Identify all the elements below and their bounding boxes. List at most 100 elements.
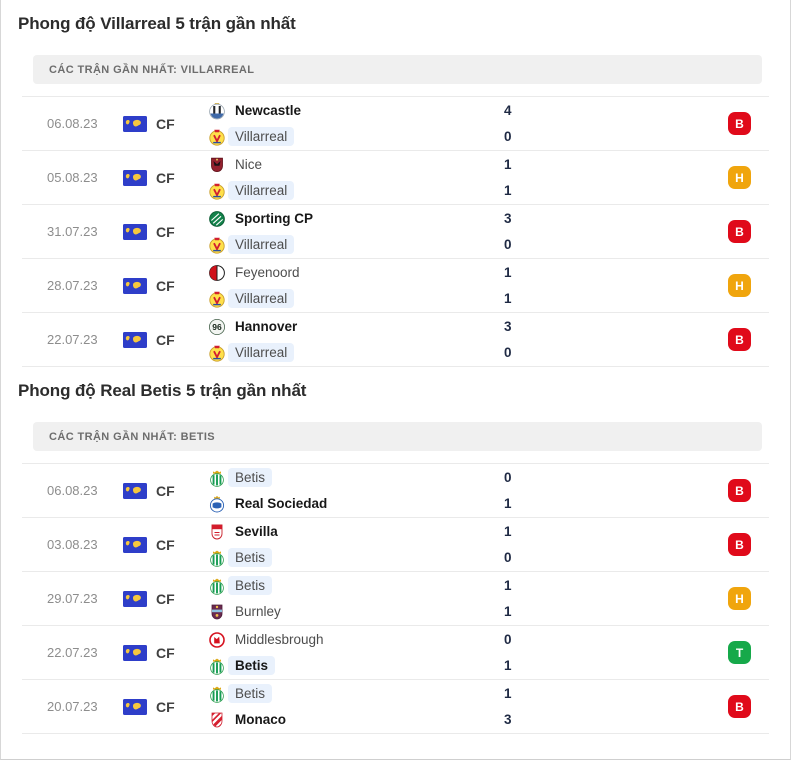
teams-cell: Betis Real Sociedad (208, 464, 504, 517)
betis-logo-icon (208, 685, 226, 703)
match-row[interactable]: 20.07.23 CF Betis Monaco 1 3 B (22, 680, 769, 734)
score-value: 0 (504, 237, 512, 252)
teams-cell: Betis Monaco (208, 680, 504, 733)
score-value: 0 (504, 470, 512, 485)
team-name[interactable]: Hannover (235, 319, 298, 334)
result-badge: B (728, 479, 751, 502)
team-name[interactable]: Villarreal (228, 235, 295, 254)
teams-cell: Sevilla Betis (208, 518, 504, 571)
competition-label: CF (156, 169, 175, 186)
team-line: Betis (208, 655, 504, 677)
club-friendly-flag-icon (123, 223, 147, 240)
match-date: 31.07.23 (47, 224, 98, 239)
team-name[interactable]: Betis (228, 656, 276, 675)
team-name[interactable]: Burnley (235, 604, 281, 619)
team-line: Villarreal (208, 234, 504, 256)
team-line: Betis (208, 467, 504, 489)
score-value: 1 (504, 658, 512, 673)
team-line: Sevilla (208, 521, 504, 543)
competition-label: CF (156, 277, 175, 294)
match-date: 22.07.23 (47, 645, 98, 660)
match-date: 29.07.23 (47, 591, 98, 606)
score-value: 1 (504, 291, 512, 306)
svg-text:96: 96 (212, 322, 222, 332)
section-title-betis: Phong độ Real Betis 5 trận gần nhất (18, 381, 307, 400)
score-value: 3 (504, 211, 512, 226)
competition-label: CF (156, 698, 175, 715)
teams-cell: Middlesbrough Betis (208, 626, 504, 679)
team-name[interactable]: Sevilla (235, 524, 278, 539)
match-row[interactable]: 06.08.23 CF Betis Real Sociedad 0 1 B (22, 464, 769, 518)
match-row[interactable]: 22.07.23 CF Middlesbrough Betis 0 1 T (22, 626, 769, 680)
match-date: 22.07.23 (47, 332, 98, 347)
hannover-logo-icon: 96 (208, 318, 226, 336)
betis-form-section: Phong độ Real Betis 5 trận gần nhất CÁC … (1, 381, 790, 734)
section-subheader-villarreal: CÁC TRẬN GẦN NHẤT: VILLARREAL (33, 55, 762, 84)
competition-cell: CF (123, 97, 208, 150)
team-name[interactable]: Betis (228, 684, 273, 703)
feyenoord-logo-icon (208, 264, 226, 282)
team-name[interactable]: Betis (228, 468, 273, 487)
match-row[interactable]: 28.07.23 CF Feyenoord Villarreal 1 1 H (22, 259, 769, 313)
match-row[interactable]: 29.07.23 CF Betis Burnley 1 1 H (22, 572, 769, 626)
team-line: Villarreal (208, 342, 504, 364)
match-date: 05.08.23 (47, 170, 98, 185)
club-friendly-flag-icon (123, 536, 147, 553)
competition-label: CF (156, 482, 175, 499)
score-value: 4 (504, 103, 512, 118)
result-badge-cell: B (728, 518, 751, 571)
betis-matches-table: 06.08.23 CF Betis Real Sociedad 0 1 B 03.08.23 C… (22, 463, 769, 734)
team-name[interactable]: Newcastle (235, 103, 302, 118)
score-value: 3 (504, 319, 512, 334)
competition-label: CF (156, 536, 175, 553)
club-friendly-flag-icon (123, 169, 147, 186)
result-badge: B (728, 220, 751, 243)
team-line: Feyenoord (208, 262, 504, 284)
match-row[interactable]: 03.08.23 CF Sevilla Betis 1 0 B (22, 518, 769, 572)
team-name[interactable]: Villarreal (228, 289, 295, 308)
score-value: 1 (504, 686, 512, 701)
teams-cell: Sporting CP Villarreal (208, 205, 504, 258)
villarreal-logo-icon (208, 236, 226, 254)
competition-label: CF (156, 115, 175, 132)
team-name[interactable]: Feyenoord (235, 265, 300, 280)
match-date: 06.08.23 (47, 116, 98, 131)
result-badge: B (728, 328, 751, 351)
score-value: 1 (504, 157, 512, 172)
result-badge: B (728, 112, 751, 135)
team-name[interactable]: Sporting CP (235, 211, 313, 226)
match-row[interactable]: 22.07.23 CF 96 Hannover Villarreal 3 0 B (22, 313, 769, 367)
team-name[interactable]: Monaco (235, 712, 287, 727)
result-badge-cell: B (728, 97, 751, 150)
betis-logo-icon (208, 549, 226, 567)
result-badge-cell: B (728, 464, 751, 517)
result-badge-cell: H (728, 572, 751, 625)
team-name[interactable]: Real Sociedad (235, 496, 328, 511)
match-row[interactable]: 06.08.23 CF Newcastle Villarreal 4 0 B (22, 97, 769, 151)
result-badge-cell: B (728, 205, 751, 258)
team-name[interactable]: Villarreal (228, 127, 295, 146)
team-name[interactable]: Villarreal (228, 343, 295, 362)
team-name[interactable]: Villarreal (228, 181, 295, 200)
result-badge: B (728, 695, 751, 718)
teams-cell: Newcastle Villarreal (208, 97, 504, 150)
competition-cell: CF (123, 259, 208, 312)
team-name[interactable]: Betis (228, 548, 273, 567)
villarreal-form-section: Phong độ Villarreal 5 trận gần nhất CÁC … (1, 14, 790, 367)
nice-logo-icon (208, 156, 226, 174)
match-row[interactable]: 31.07.23 CF Sporting CP Villarreal 3 0 B (22, 205, 769, 259)
betis-logo-icon (208, 657, 226, 675)
team-name[interactable]: Middlesbrough (235, 632, 324, 647)
competition-label: CF (156, 223, 175, 240)
score-value: 0 (504, 129, 512, 144)
team-name[interactable]: Nice (235, 157, 263, 172)
match-row[interactable]: 05.08.23 CF Nice Villarreal 1 1 H (22, 151, 769, 205)
team-line: Monaco (208, 709, 504, 731)
team-name[interactable]: Betis (228, 576, 273, 595)
